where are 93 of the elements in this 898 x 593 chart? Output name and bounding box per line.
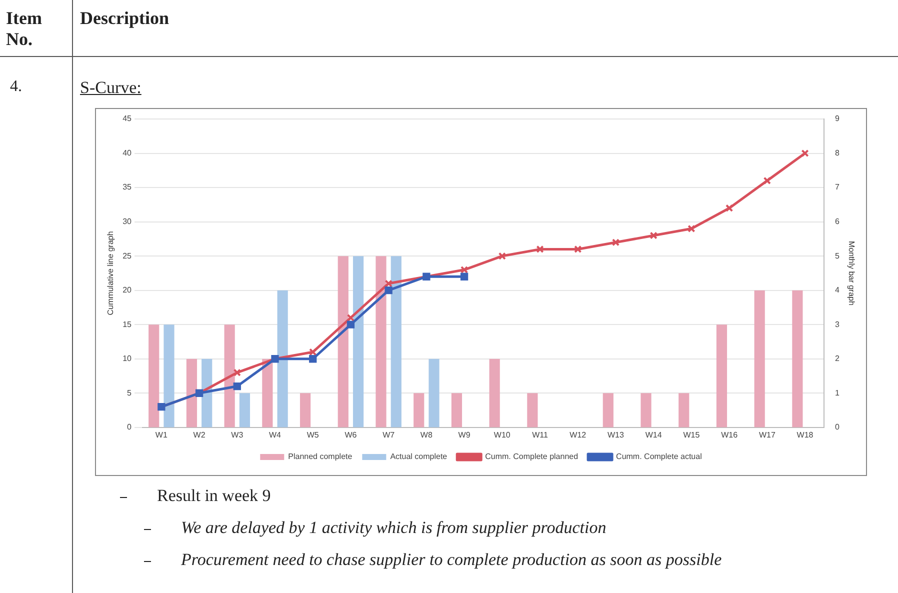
bar xyxy=(239,393,250,428)
y2-tick-label: 5 xyxy=(834,251,840,260)
bar xyxy=(792,290,803,428)
y2-tick-label: 4 xyxy=(834,286,840,295)
point xyxy=(384,286,392,294)
text: 4. xyxy=(10,78,22,96)
bar xyxy=(527,393,538,428)
y2-tick-label: 3 xyxy=(834,320,840,329)
y2-tick-label: 7 xyxy=(834,182,840,192)
x-tick-label: W8 xyxy=(420,430,433,440)
x-tick-label: W14 xyxy=(645,430,662,440)
bar xyxy=(338,256,348,428)
bar xyxy=(224,324,235,428)
x-tick-label: W7 xyxy=(382,430,396,440)
bar xyxy=(640,393,652,428)
x-tick-label: W1 xyxy=(155,430,168,440)
point xyxy=(309,348,317,356)
y2-tick-label: 9 xyxy=(834,114,840,124)
bar xyxy=(352,256,364,428)
legend-label: Planned complete xyxy=(288,452,353,462)
x-tick-label: W16 xyxy=(721,430,738,440)
y2-tick-label: 8 xyxy=(834,148,840,158)
legend-label: Cumm. Complete planned xyxy=(485,452,578,462)
x-tick-label: W13 xyxy=(608,430,625,440)
point xyxy=(346,314,355,322)
y-tick-label: 25 xyxy=(122,251,132,260)
point xyxy=(233,382,241,390)
point xyxy=(346,320,355,328)
bar xyxy=(262,358,273,428)
point xyxy=(574,245,582,254)
x-tick-label: W9 xyxy=(458,430,471,440)
y2-tick-label: 2 xyxy=(834,354,840,364)
point xyxy=(460,272,468,280)
legend-label: Cumm. Complete actual xyxy=(616,452,702,462)
x-tick-label: W4 xyxy=(269,430,282,440)
y-tick-label: 35 xyxy=(122,182,132,192)
x-tick-label: W6 xyxy=(344,430,358,440)
x-tick-label: W11 xyxy=(532,430,548,440)
x-tick-label: W5 xyxy=(306,430,320,440)
x-tick-label: W17 xyxy=(758,430,776,440)
point xyxy=(612,238,620,246)
point xyxy=(688,224,696,232)
bar xyxy=(678,393,690,428)
bar xyxy=(489,358,500,428)
text: Result in week 9 xyxy=(156,486,272,507)
y-tick-label: 5 xyxy=(127,388,132,398)
point xyxy=(763,176,771,185)
y-axis-title: Cummulative line graph xyxy=(106,231,116,316)
x-tick-label: W3 xyxy=(231,430,244,440)
bar xyxy=(754,290,765,428)
y-tick-label: 0 xyxy=(127,422,132,432)
text: We are delayed by 1 activity which is from supplier production xyxy=(180,518,608,539)
y-tick-label: 10 xyxy=(122,354,132,364)
text: Description xyxy=(80,8,169,29)
bar xyxy=(164,324,174,428)
point xyxy=(725,204,734,212)
y-tick-label: 20 xyxy=(122,286,132,295)
text: Item No. xyxy=(6,8,43,50)
bar xyxy=(414,393,424,428)
bar xyxy=(300,393,311,428)
x-tick-label: W15 xyxy=(683,430,700,440)
point xyxy=(384,280,392,288)
bar xyxy=(148,324,160,428)
y2-tick-label: 1 xyxy=(834,388,840,398)
bar xyxy=(716,324,728,428)
bar xyxy=(602,393,614,428)
bar xyxy=(186,358,198,428)
point xyxy=(650,232,658,240)
x-tick-label: W18 xyxy=(796,430,814,440)
text: Procurement need to chase supplier to complete production as soon as possible xyxy=(180,550,722,571)
y-tick-label: 15 xyxy=(122,320,132,329)
bar xyxy=(451,393,462,428)
y-tick-label: 30 xyxy=(122,217,132,226)
chart-title: S-Curve: xyxy=(80,78,142,98)
point xyxy=(309,355,317,363)
y2-axis-title: Monthly bar graph xyxy=(846,240,856,306)
x-tick-label: W12 xyxy=(570,430,587,440)
point xyxy=(233,368,241,376)
y2-tick-label: 6 xyxy=(834,217,840,226)
y-tick-label: 45 xyxy=(122,114,132,124)
bar xyxy=(277,290,288,428)
bar xyxy=(376,256,386,428)
legend-label: Actual complete xyxy=(390,452,448,462)
y2-tick-label: 0 xyxy=(834,422,840,432)
point xyxy=(536,245,544,254)
bar xyxy=(390,256,402,428)
point xyxy=(460,266,468,274)
bar xyxy=(202,358,212,428)
bar xyxy=(428,358,440,428)
y-tick-label: 40 xyxy=(122,148,132,158)
x-tick-label: W2 xyxy=(193,430,206,440)
x-tick-label: W10 xyxy=(494,430,511,440)
point xyxy=(498,252,506,260)
